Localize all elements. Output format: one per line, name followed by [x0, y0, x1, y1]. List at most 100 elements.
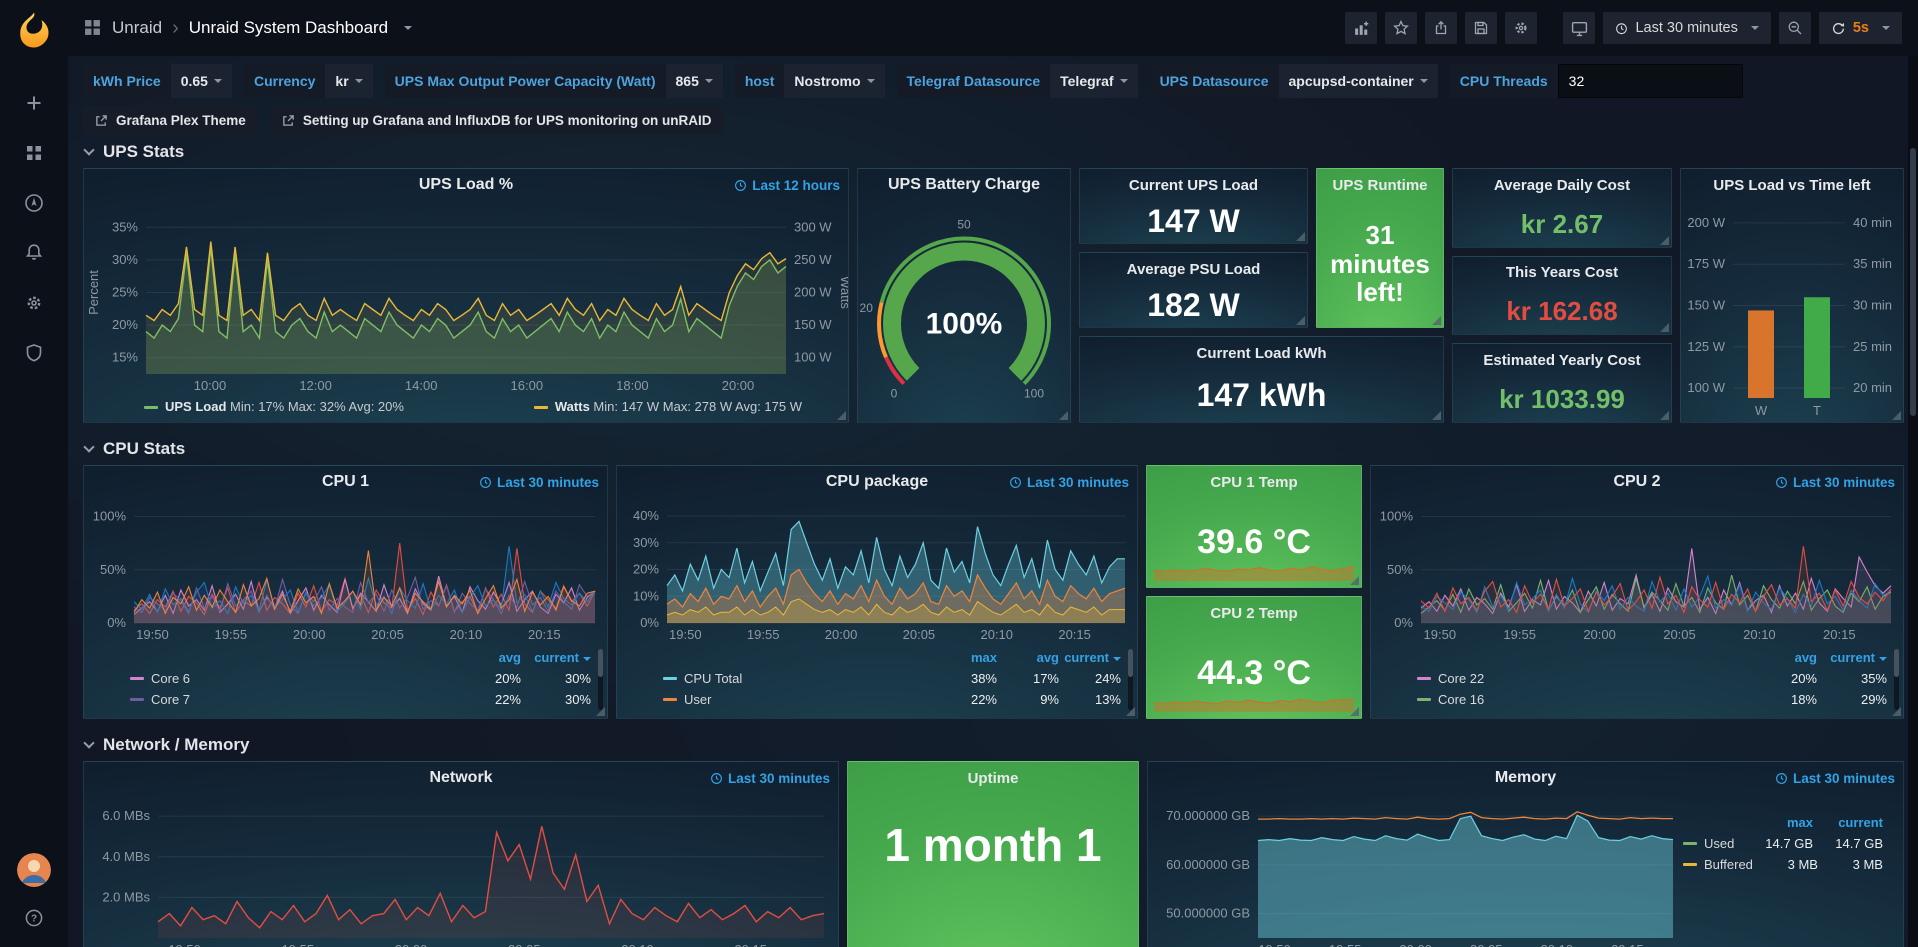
variable-value[interactable]: Telegraf: [1050, 64, 1138, 98]
svg-text:0%: 0%: [640, 615, 659, 630]
panel-title[interactable]: Average Daily Cost: [1493, 176, 1631, 194]
section-cpu-stats[interactable]: CPU Stats: [83, 435, 1904, 463]
ups-load-legend: UPS Load Min: 17% Max: 32% Avg: 20% Watt…: [84, 396, 848, 422]
legend-col-header[interactable]: max: [970, 650, 997, 665]
cpu1-chart[interactable]: 0% 50% 100% 19:50 19:55 20:00 20:05 20:10 20:15: [84, 498, 607, 645]
variable-value[interactable]: apcupsd-container: [1278, 64, 1438, 98]
panel-title[interactable]: CPU 1 Temp: [1210, 473, 1298, 491]
panel-title[interactable]: CPU 2 Temp: [1210, 604, 1298, 622]
create-icon[interactable]: [23, 92, 45, 114]
memory-chart[interactable]: 50.000000 GB 60.000000 GB 70.000000 GB 19:5…: [1148, 794, 1683, 947]
configuration-gear-icon[interactable]: [23, 292, 45, 314]
variable-value[interactable]: 0.65: [170, 64, 232, 98]
network-chart[interactable]: 2.0 MBs 4.0 MBs 6.0 MBs 19:50 19:55 20:00 20:0…: [84, 794, 838, 947]
legend-item[interactable]: Watts Min: 147 W Max: 278 W Avg: 175 W: [533, 399, 802, 414]
svg-text:19:55: 19:55: [1329, 942, 1362, 947]
explore-icon[interactable]: [23, 192, 45, 214]
variable-value[interactable]: Nostromo: [784, 64, 885, 98]
variable-currency[interactable]: Currency kr: [243, 64, 373, 98]
time-picker-button[interactable]: Last 30 minutes: [1603, 12, 1771, 44]
add-panel-button[interactable]: [1345, 12, 1378, 44]
legend-col-header[interactable]: avg: [1794, 650, 1817, 665]
svg-text:20:00: 20:00: [1399, 942, 1432, 947]
panel-this-years-cost: This Years Cost kr 162.68: [1452, 255, 1672, 336]
ups-load-time-left-bars[interactable]: 100 W 125 W 150 W 175 W 200 W 20 min 25 min 30 …: [1681, 201, 1903, 422]
panel-title[interactable]: UPS Load %: [418, 176, 514, 193]
legend-scrollbar[interactable]: [1894, 649, 1899, 710]
alerting-bell-icon[interactable]: [23, 242, 45, 264]
stat-value: 147 kWh: [1196, 376, 1327, 413]
variable-value[interactable]: 865: [665, 64, 723, 98]
legend-scrollbar[interactable]: [598, 649, 603, 710]
caret-down-icon: [1750, 26, 1759, 30]
caret-down-icon: [1119, 79, 1128, 83]
legend-col-header[interactable]: current: [521, 650, 591, 665]
panel-title[interactable]: CPU 2: [1613, 473, 1661, 490]
variable-value[interactable]: kr: [325, 64, 373, 98]
panel-time-range[interactable]: Last 30 minutes: [1775, 762, 1895, 794]
link-ups-monitoring-guide[interactable]: Setting up Grafana and InfluxDB for UPS …: [269, 106, 724, 134]
panel-average-psu-load: Average PSU Load 182 W: [1079, 252, 1308, 328]
breadcrumb-folder[interactable]: Unraid: [112, 18, 163, 37]
save-button[interactable]: [1465, 12, 1498, 44]
svg-text:20:00: 20:00: [825, 627, 858, 642]
panel-title[interactable]: CPU 1: [321, 473, 370, 490]
cycle-view-monitor-icon[interactable]: [1563, 12, 1596, 44]
battery-gauge[interactable]: 0 20 50 100 100%: [858, 201, 1070, 422]
panel-title[interactable]: Estimated Yearly Cost: [1483, 351, 1641, 369]
panel-time-range[interactable]: Last 12 hours: [734, 169, 840, 201]
panel-title[interactable]: Uptime: [967, 769, 1019, 787]
cpu2-legend: avg current Core 22 20% 35% Core 16 18% 29%: [1371, 645, 1903, 718]
legend-item[interactable]: UPS Load Min: 17% Max: 32% Avg: 20%: [144, 399, 404, 414]
cpu-package-chart[interactable]: 0% 10% 20% 30% 40% 19:50 19:55 20:00 20:05 20:10 2…: [617, 498, 1137, 645]
dashboard-settings-gear-icon[interactable]: [1505, 12, 1538, 44]
variable-kwh-price[interactable]: kWh Price 0.65: [83, 64, 232, 98]
legend-col-header[interactable]: max: [1786, 815, 1813, 830]
legend-col-header[interactable]: avg: [1036, 650, 1059, 665]
breadcrumb-dashboard-title[interactable]: Unraid System Dashboard: [188, 18, 389, 37]
cpu2-chart[interactable]: 0% 50% 100% 19:50 19:55 20:00 20:05 20:10 20:15: [1371, 498, 1903, 645]
help-icon[interactable]: ?: [23, 907, 45, 929]
panel-title[interactable]: UPS Battery Charge: [887, 176, 1041, 193]
variable-ups-max-output[interactable]: UPS Max Output Power Capacity (Watt) 865: [384, 64, 723, 98]
dashboard-grid-icon[interactable]: [84, 19, 102, 37]
panel-time-range[interactable]: Last 30 minutes: [479, 466, 599, 498]
panel-time-range[interactable]: Last 30 minutes: [1775, 466, 1895, 498]
link-grafana-plex-theme[interactable]: Grafana Plex Theme: [83, 106, 258, 134]
panel-title[interactable]: Network: [429, 769, 493, 786]
panel-time-range[interactable]: Last 30 minutes: [710, 762, 830, 794]
legend-col-header[interactable]: current: [1059, 650, 1121, 665]
legend-col-header[interactable]: current: [1817, 650, 1887, 665]
dashboards-icon[interactable]: [23, 142, 45, 164]
panel-title[interactable]: UPS Load vs Time left: [1713, 176, 1871, 194]
legend-col-header[interactable]: avg: [498, 650, 521, 665]
zoom-out-button[interactable]: [1778, 12, 1811, 44]
panel-title[interactable]: UPS Runtime: [1332, 176, 1428, 194]
panel-title[interactable]: CPU package: [825, 473, 929, 490]
server-admin-shield-icon[interactable]: [23, 342, 45, 364]
section-ups-stats[interactable]: UPS Stats: [83, 138, 1904, 166]
section-network-memory[interactable]: Network / Memory: [83, 731, 1904, 759]
grafana-logo-icon[interactable]: [14, 10, 54, 50]
legend-col-header[interactable]: current: [1838, 815, 1883, 830]
panel-title[interactable]: Current Load kWh: [1196, 344, 1327, 362]
scrollbar-thumb[interactable]: [1910, 148, 1916, 416]
dashboard: kWh Price 0.65 Currency kr UPS Max Outpu…: [68, 56, 1918, 947]
user-avatar[interactable]: [17, 853, 51, 887]
ups-load-chart[interactable]: 15% 20% 25% 30% 35% 100 W 150 W 200 W 250 W 300 W…: [84, 201, 848, 396]
star-button[interactable]: [1385, 12, 1418, 44]
variable-telegraf-datasource[interactable]: Telegraf Datasource Telegraf: [896, 64, 1138, 98]
refresh-picker-button[interactable]: 5s: [1818, 12, 1902, 44]
variable-ups-datasource[interactable]: UPS Datasource apcupsd-container: [1149, 64, 1438, 98]
page-scrollbar[interactable]: [1908, 56, 1918, 947]
panel-title[interactable]: Average PSU Load: [1126, 260, 1261, 278]
panel-title[interactable]: Current UPS Load: [1128, 176, 1259, 194]
variable-host[interactable]: host Nostromo: [734, 64, 885, 98]
panel-time-range[interactable]: Last 30 minutes: [1009, 466, 1129, 498]
svg-text:19:55: 19:55: [282, 942, 315, 947]
panel-title[interactable]: Memory: [1494, 769, 1557, 786]
cpu-threads-input[interactable]: 32: [1557, 64, 1743, 98]
share-button[interactable]: [1425, 12, 1458, 44]
panel-title[interactable]: This Years Cost: [1505, 264, 1619, 282]
legend-scrollbar[interactable]: [1128, 649, 1133, 710]
